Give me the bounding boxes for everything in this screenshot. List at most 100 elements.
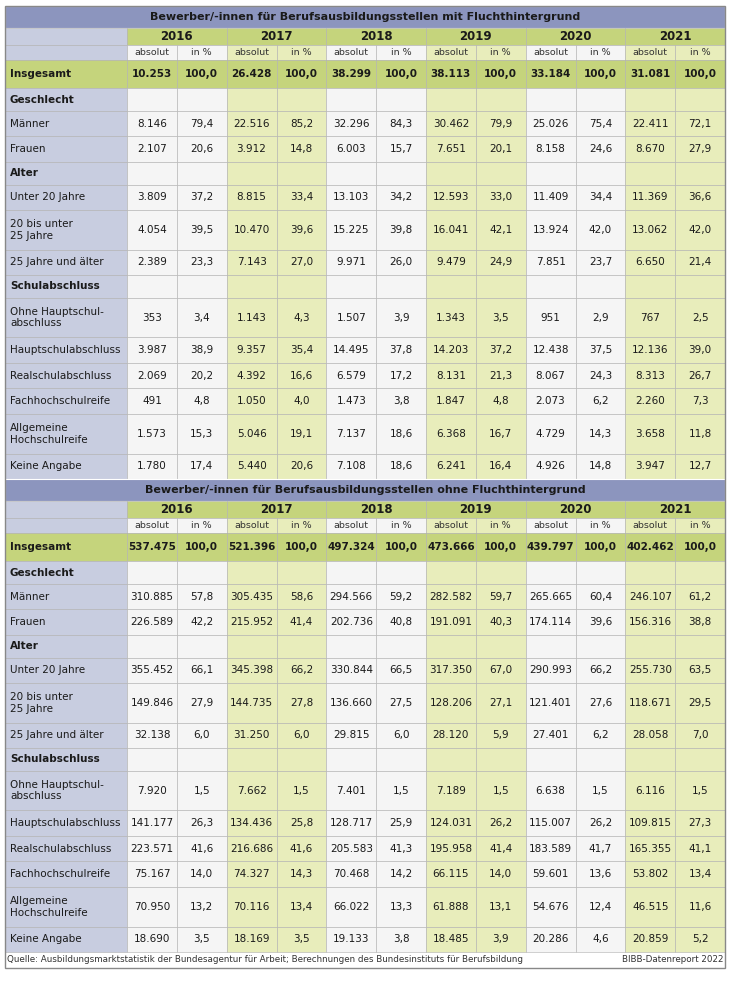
Text: 12,4: 12,4 (589, 902, 612, 912)
Bar (127, 501, 227, 518)
Bar (177, 210, 227, 249)
Bar (675, 298, 725, 337)
Bar (675, 184, 725, 210)
Bar (177, 298, 227, 337)
Bar (675, 210, 725, 249)
Bar (626, 275, 675, 298)
Text: 17,4: 17,4 (190, 461, 213, 471)
Bar (376, 886, 426, 927)
Bar (675, 60, 725, 89)
Text: 6,0: 6,0 (293, 731, 310, 740)
Text: 37,2: 37,2 (489, 345, 512, 355)
Text: absolut: absolut (633, 48, 668, 57)
Text: 5,2: 5,2 (692, 935, 708, 945)
Bar (575, 862, 626, 886)
Bar (575, 162, 626, 184)
Bar (426, 683, 476, 723)
Text: 205.583: 205.583 (330, 844, 373, 854)
Bar (5, 518, 127, 533)
Bar (426, 609, 476, 635)
Text: 6.650: 6.650 (635, 257, 665, 267)
Text: 11,6: 11,6 (688, 902, 712, 912)
Text: 7.401: 7.401 (337, 786, 366, 796)
Text: 128.206: 128.206 (429, 698, 472, 708)
Bar (127, 723, 177, 748)
Bar (626, 363, 675, 388)
Text: 39,0: 39,0 (688, 345, 712, 355)
Text: 149.846: 149.846 (131, 698, 174, 708)
Text: 202.736: 202.736 (330, 617, 373, 627)
Bar (326, 275, 376, 298)
Bar (5, 162, 127, 184)
Bar (326, 162, 376, 184)
Text: 5.046: 5.046 (237, 429, 266, 439)
Bar (376, 683, 426, 723)
Text: 2018: 2018 (360, 503, 393, 516)
Text: 118.671: 118.671 (629, 698, 672, 708)
Bar (675, 388, 725, 414)
Bar (326, 658, 376, 683)
Bar (376, 111, 426, 136)
Bar (575, 810, 626, 836)
Text: 10.470: 10.470 (234, 225, 269, 235)
Bar (127, 533, 177, 561)
Bar (526, 89, 575, 111)
Bar (5, 363, 127, 388)
Bar (526, 810, 575, 836)
Bar (476, 363, 526, 388)
Bar (376, 136, 426, 162)
Bar (376, 927, 426, 952)
Text: 27,5: 27,5 (390, 698, 412, 708)
Bar (127, 363, 177, 388)
Bar (277, 111, 326, 136)
Bar (326, 298, 376, 337)
Text: 174.114: 174.114 (529, 617, 572, 627)
Bar (526, 584, 575, 609)
Text: 100,0: 100,0 (584, 69, 617, 79)
Text: 11.369: 11.369 (632, 192, 669, 202)
Text: 33,4: 33,4 (290, 192, 313, 202)
Bar (526, 748, 575, 771)
Text: 37,8: 37,8 (390, 345, 412, 355)
Text: 27.401: 27.401 (532, 731, 569, 740)
Bar (326, 862, 376, 886)
Text: absolut: absolut (633, 521, 668, 530)
Bar (426, 388, 476, 414)
Text: 14,3: 14,3 (589, 429, 612, 439)
Text: 15.225: 15.225 (333, 225, 369, 235)
Text: 4.054: 4.054 (137, 225, 166, 235)
Bar (426, 111, 476, 136)
Bar (626, 886, 675, 927)
Bar (626, 89, 675, 111)
Text: Insgesamt: Insgesamt (10, 542, 71, 552)
Bar (476, 454, 526, 479)
Bar (426, 414, 476, 454)
Bar (526, 836, 575, 862)
Bar (127, 862, 177, 886)
Text: 9.971: 9.971 (337, 257, 366, 267)
Bar (526, 518, 575, 533)
Text: 4,0: 4,0 (293, 396, 310, 406)
Text: Männer: Männer (10, 592, 49, 601)
Text: 290.993: 290.993 (529, 666, 572, 675)
Bar (476, 810, 526, 836)
Text: 11.409: 11.409 (532, 192, 569, 202)
Text: 39,5: 39,5 (190, 225, 213, 235)
Text: Geschlecht: Geschlecht (10, 95, 74, 105)
Text: in %: in % (191, 48, 212, 57)
Text: 521.396: 521.396 (228, 542, 275, 552)
Text: 2016: 2016 (161, 30, 193, 43)
Bar (5, 533, 127, 561)
Text: 24,3: 24,3 (589, 371, 612, 381)
Text: Quelle: Ausbildungsmarktstatistik der Bundesagentur für Arbeit; Berechnungen des: Quelle: Ausbildungsmarktstatistik der Bu… (7, 955, 523, 964)
Text: 1.473: 1.473 (337, 396, 366, 406)
Bar (426, 89, 476, 111)
Bar (5, 836, 127, 862)
Bar (227, 298, 277, 337)
Bar (127, 886, 177, 927)
Text: 7.920: 7.920 (137, 786, 166, 796)
Bar (376, 635, 426, 658)
Text: 30.462: 30.462 (433, 118, 469, 129)
Text: 473.666: 473.666 (427, 542, 474, 552)
Bar (476, 298, 526, 337)
